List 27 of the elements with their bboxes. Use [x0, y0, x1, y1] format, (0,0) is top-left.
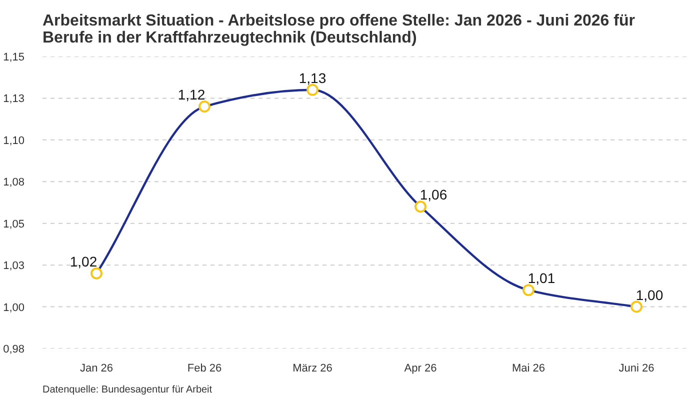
data-label: 1,12 [178, 86, 206, 103]
text: Datenquelle: Bundesagentur für Arbeit [42, 384, 212, 396]
y-tick-label: 1,00 [3, 302, 25, 314]
point [414, 200, 426, 213]
point [522, 284, 534, 296]
y-tick-label: 1,05 [3, 218, 25, 230]
x-tick-label: Jan 26 [80, 362, 114, 374]
y-tick-label: 1,08 [3, 176, 25, 189]
point [90, 267, 102, 280]
data-label: 1,00 [636, 286, 664, 303]
data-label: 1,02 [70, 253, 98, 270]
y-tick-label: 0,98 [3, 344, 25, 356]
y-tick-label: 1,15 [3, 52, 25, 64]
data-label: 1,01 [528, 270, 556, 286]
chart-title: Arbeitsmarkt Situation - Arbeitslose pro offene Stelle: Jan 2026 - Juni 2026 für Berufe in der Kraftfahrzeugtechnik (Deutschland) [42, 12, 635, 46]
data-label: 1,13 [298, 70, 326, 86]
x-tick-label: März 26 [292, 362, 332, 374]
x-tick-label: Feb 26 [187, 362, 222, 374]
y-tick-label: 1,03 [3, 260, 25, 272]
y-tick-label: 1,10 [3, 134, 25, 147]
data-label: 1,06 [420, 186, 448, 203]
point [198, 100, 210, 113]
x-tick-label: Juni 26 [618, 362, 654, 374]
x-tick-label: Mai 26 [512, 362, 546, 374]
y-tick-label: 1,13 [3, 93, 25, 106]
x-tick-label: Apr 26 [404, 362, 437, 374]
point [630, 300, 642, 313]
